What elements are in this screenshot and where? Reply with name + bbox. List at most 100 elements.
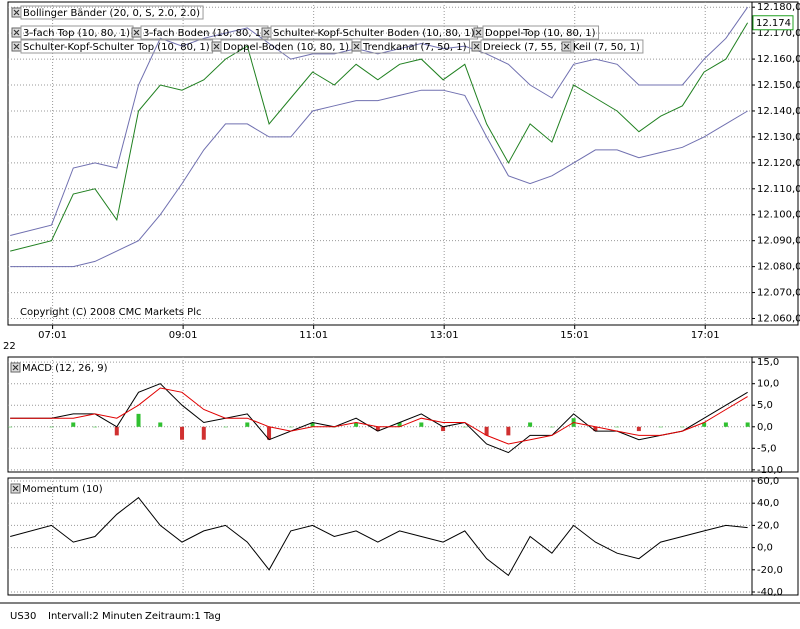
- panel-title: Momentum (10): [22, 484, 103, 495]
- histogram-bar: [245, 422, 250, 427]
- histogram-bar: [658, 426, 663, 428]
- status-symbol: US30: [10, 611, 36, 622]
- y-tick-label: 12.090,0: [757, 236, 800, 247]
- histogram-bar: [114, 426, 119, 436]
- axis-frame: [751, 1, 799, 326]
- last-price-box: [752, 15, 794, 31]
- indicator-box: [20, 5, 204, 20]
- histogram-bar: [354, 422, 359, 427]
- histogram-bar: [267, 426, 272, 440]
- checkbox-cross: [12, 485, 19, 492]
- y-tick-label: 40,0: [757, 498, 779, 509]
- x-tick-label: 13:01: [430, 330, 459, 341]
- histogram-bar: [506, 426, 511, 436]
- indicator-label: Bollinger Bänder (20, 0, S, 2.0, 2.0): [23, 8, 200, 19]
- y-tick-label: 12.070,0: [757, 288, 800, 299]
- y-tick-label: 12.140,0: [757, 106, 800, 117]
- checkbox-cross: [353, 43, 360, 50]
- y-tick-label: 0,0: [757, 422, 773, 433]
- x-tick-label: 07:01: [38, 330, 67, 341]
- status-interval: Intervall:2 Minuten: [48, 611, 142, 622]
- y-tick-label: 12.170,0: [757, 28, 800, 39]
- histogram-bar: [680, 426, 685, 428]
- histogram-bar: [593, 426, 598, 432]
- histogram-bar: [745, 422, 750, 427]
- checkbox-cross: [473, 43, 480, 50]
- series-line: [10, 496, 748, 577]
- histogram-bar: [93, 426, 98, 428]
- histogram-bar: [288, 426, 293, 428]
- y-tick-label: 60,0: [757, 476, 779, 487]
- y-tick-label: 12.060,0: [757, 314, 800, 325]
- histogram-bar: [419, 422, 424, 427]
- indicator-label: Dreieck (7, 55, 1): [483, 42, 570, 53]
- checkbox-cross: [563, 43, 570, 50]
- indicator-label: 3-fach Top (10, 80, 1): [23, 28, 130, 39]
- y-tick-label: 20,0: [757, 520, 779, 531]
- histogram-bar: [49, 426, 54, 428]
- y-tick-label: 12.120,0: [757, 158, 800, 169]
- histogram-bar: [615, 426, 620, 428]
- checkbox-cross: [475, 29, 482, 36]
- checkbox-cross: [263, 29, 270, 36]
- y-tick-label: -10,0: [757, 465, 783, 476]
- histogram-bar: [8, 426, 13, 428]
- y-tick-label: -20,0: [757, 565, 783, 576]
- indicator-label: Schulter-Kopf-Schulter Boden (10, 80, 1): [273, 28, 475, 39]
- histogram-bar: [310, 422, 315, 427]
- histogram-bar: [136, 413, 141, 427]
- x-tick-label: 17:01: [691, 330, 720, 341]
- axis-frame: [751, 477, 799, 596]
- histogram-bar: [180, 426, 185, 440]
- histogram-bar: [441, 426, 446, 432]
- y-tick-label: 12.130,0: [757, 132, 800, 143]
- indicator-label: Doppel-Boden (10, 80, 1): [223, 42, 349, 53]
- y-tick-label: 12.150,0: [757, 80, 800, 91]
- indicator-box: [360, 39, 471, 54]
- y-tick-label: 10,0: [757, 379, 779, 390]
- histogram-bar: [636, 426, 641, 432]
- y-tick-label: 12.100,0: [757, 210, 800, 221]
- histogram-bar: [201, 426, 206, 440]
- indicator-label: Schulter-Kopf-Schulter Top (10, 80, 1): [23, 42, 210, 53]
- y-tick-label: 5,0: [757, 400, 773, 411]
- histogram-bar: [158, 422, 163, 427]
- x-tick-label: 09:01: [169, 330, 198, 341]
- panel-title: MACD (12, 26, 9): [22, 363, 108, 374]
- checkbox-cross: [213, 43, 220, 50]
- indicator-label: Trendkanal (7, 50, 1): [362, 42, 467, 53]
- histogram-bar: [71, 422, 76, 427]
- checkbox-cross: [133, 29, 140, 36]
- series-line: [10, 89, 748, 268]
- checkbox-cross: [13, 43, 20, 50]
- indicator-box: [482, 25, 600, 40]
- histogram-bar: [549, 426, 554, 428]
- y-tick-label: -40,0: [757, 587, 783, 598]
- indicator-label: 3-fach Boden (10, 80, 1): [143, 28, 265, 39]
- series-line: [10, 22, 749, 252]
- last-price-label: 12.174: [756, 18, 791, 29]
- histogram-bar: [223, 426, 228, 428]
- checkbox-cross: [12, 364, 19, 371]
- annotation: Copyright (C) 2008 CMC Markets Plc: [20, 307, 201, 318]
- series-line: [10, 6, 749, 236]
- series-line: [10, 387, 748, 445]
- histogram-bar: [462, 426, 467, 428]
- status-period: Zeitraum:1 Tag: [145, 611, 221, 622]
- indicator-box: [480, 39, 574, 54]
- y-tick-label: 12.160,0: [757, 54, 800, 65]
- y-tick-label: 12.180,0: [757, 2, 800, 13]
- histogram-bar: [702, 422, 707, 427]
- histogram-bar: [375, 426, 380, 432]
- histogram-bar: [484, 426, 489, 436]
- indicator-box: [570, 39, 644, 54]
- indicator-label: Doppel-Top (10, 80, 1): [485, 28, 596, 39]
- histogram-bar: [528, 422, 533, 427]
- checkbox-cross: [13, 29, 20, 36]
- y-tick-label: 12.080,0: [757, 262, 800, 273]
- histogram-bar: [397, 422, 402, 427]
- y-tick-label: 0,0: [757, 543, 773, 554]
- y-tick-label: 12.110,0: [757, 184, 800, 195]
- histogram-bar: [723, 422, 728, 427]
